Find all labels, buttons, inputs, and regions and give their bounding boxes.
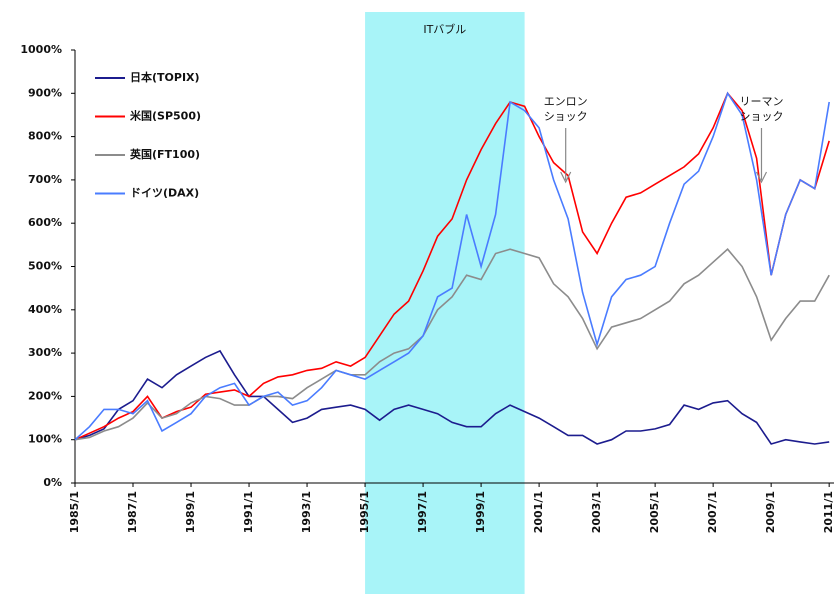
- x-tick-label: 1999/1: [474, 491, 487, 533]
- series-line: [74, 248, 830, 441]
- annotation-text: ショック: [739, 110, 783, 123]
- y-tick-label: 0%: [43, 476, 62, 489]
- legend-label: ドイツ(DAX): [130, 187, 199, 200]
- x-tick-label: 1985/1: [68, 491, 81, 533]
- legend-label: 日本(TOPIX): [130, 70, 200, 84]
- highlight-label: ITバブル: [423, 22, 466, 36]
- x-tick-label: 1995/1: [358, 491, 371, 533]
- y-tick-label: 600%: [28, 216, 62, 229]
- x-tick-label: 2001/1: [532, 491, 545, 533]
- annotation-arrowhead: [755, 171, 768, 184]
- annotation-text: リーマン: [739, 95, 783, 108]
- x-tick-label: 2003/1: [590, 491, 603, 533]
- y-tick-label: 900%: [28, 86, 62, 99]
- x-tick-label: 1989/1: [184, 491, 197, 533]
- legend-label: 英国(FT100): [129, 147, 200, 161]
- annotation-text: エンロン: [544, 95, 588, 108]
- y-tick-label: 700%: [28, 173, 62, 186]
- x-tick-label: 2007/1: [706, 491, 719, 533]
- series-line: [74, 91, 830, 441]
- y-tick-label: 300%: [28, 346, 62, 359]
- y-tick-label: 1000%: [20, 43, 62, 56]
- y-tick-label: 100%: [28, 433, 62, 446]
- x-tick-label: 1987/1: [126, 491, 139, 533]
- x-tick-label: 2011/1: [822, 491, 834, 533]
- y-tick-label: 200%: [28, 389, 62, 402]
- annotation-text: ショック: [544, 110, 588, 123]
- y-tick-label: 800%: [28, 130, 62, 143]
- x-tick-label: 1997/1: [416, 491, 429, 533]
- annotation-arrowhead: [560, 171, 572, 184]
- y-tick-label: 400%: [28, 303, 62, 316]
- series-line: [74, 349, 830, 445]
- x-tick-label: 1991/1: [242, 491, 255, 533]
- x-tick-label: 2005/1: [648, 491, 661, 533]
- y-tick-label: 500%: [28, 260, 62, 273]
- x-tick-label: 2009/1: [764, 491, 777, 533]
- legend-label: 米国(SP500): [129, 109, 201, 123]
- x-tick-label: 1993/1: [300, 491, 313, 533]
